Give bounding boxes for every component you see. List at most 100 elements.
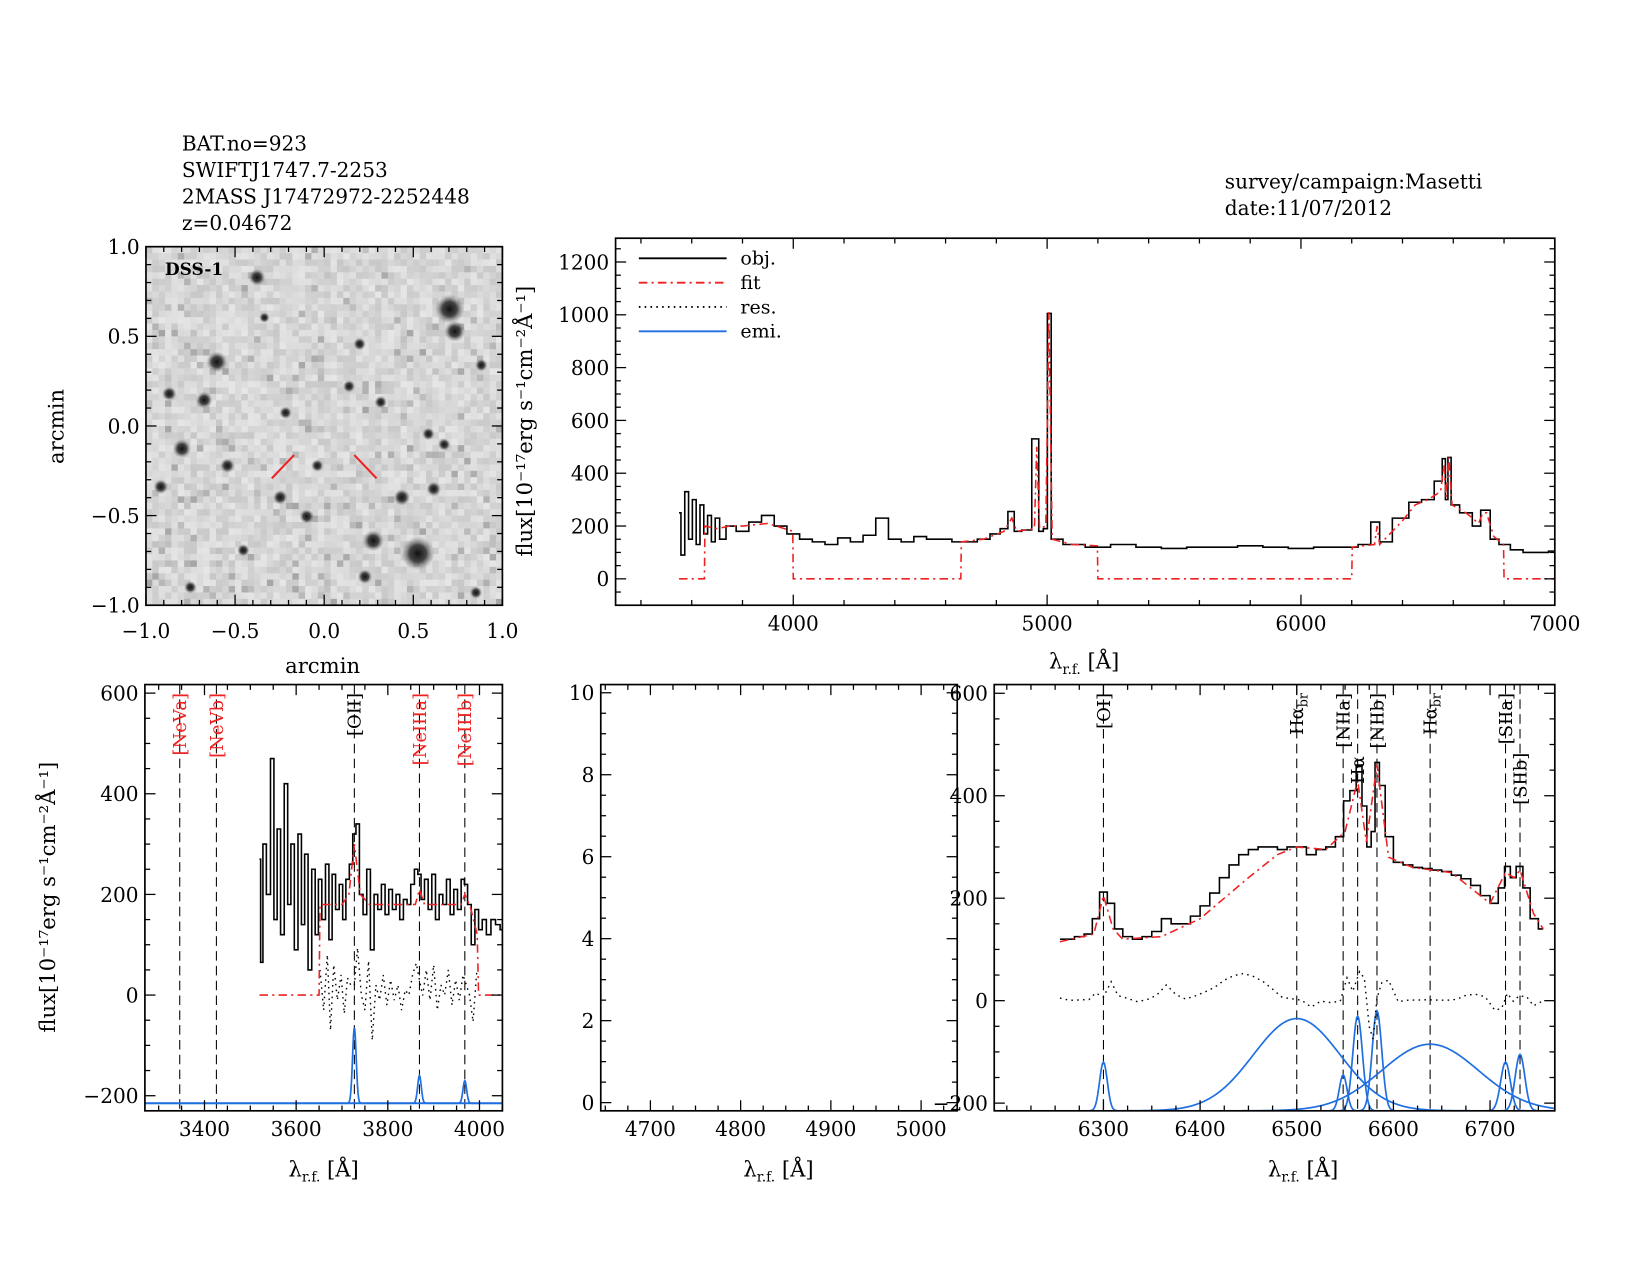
image-pixel xyxy=(152,432,160,440)
image-pixel xyxy=(387,355,395,363)
image-pixel xyxy=(426,285,433,293)
image-pixel xyxy=(273,253,281,261)
image-pixel xyxy=(432,400,440,408)
image-pixel xyxy=(196,246,204,254)
image-pixel xyxy=(381,406,389,414)
image-pixel xyxy=(247,336,255,344)
image-pixel xyxy=(285,566,293,574)
image-pixel xyxy=(483,464,491,472)
image-pixel xyxy=(464,489,472,497)
image-pixel xyxy=(158,336,166,344)
image-pixel xyxy=(298,323,306,331)
image-pixel xyxy=(235,361,242,369)
image-pixel xyxy=(394,393,402,401)
image-pixel xyxy=(336,317,344,325)
image-pixel xyxy=(247,349,255,357)
image-pixel xyxy=(349,355,357,363)
image-pixel xyxy=(209,509,217,517)
image-pixel xyxy=(343,579,351,587)
image-pixel xyxy=(305,579,312,587)
image-pixel xyxy=(362,457,370,465)
image-pixel xyxy=(438,457,446,465)
image-pixel xyxy=(305,451,312,459)
image-pixel xyxy=(317,381,325,389)
image-pixel xyxy=(285,586,293,593)
image-pixel xyxy=(203,374,211,382)
image-pixel xyxy=(292,317,300,325)
image-pixel xyxy=(419,457,427,465)
image-pixel xyxy=(305,432,312,440)
image-pixel xyxy=(432,272,440,280)
image-pixel xyxy=(247,387,255,395)
image-pixel xyxy=(406,566,414,574)
image-pixel xyxy=(451,554,459,561)
image-pixel xyxy=(298,483,306,491)
image-pixel xyxy=(203,528,211,536)
image-pixel xyxy=(483,477,491,485)
image-pixel xyxy=(451,522,459,529)
image-pixel xyxy=(247,502,255,510)
image-pixel xyxy=(184,509,192,517)
image-pixel xyxy=(222,342,230,350)
line-label: [NeIIIb] xyxy=(455,693,476,766)
image-pixel xyxy=(292,560,300,568)
image-pixel xyxy=(457,515,465,523)
image-pixel xyxy=(247,342,255,350)
image-pixel xyxy=(406,528,414,536)
image-pixel xyxy=(228,246,236,254)
image-pixel xyxy=(171,560,179,568)
image-pixel xyxy=(489,253,497,261)
image-pixel xyxy=(381,368,389,376)
image-pixel xyxy=(171,509,179,517)
image-pixel xyxy=(400,342,408,350)
image-pixel xyxy=(400,515,408,523)
image-pixel xyxy=(247,573,255,581)
image-pixel xyxy=(489,515,497,523)
image-pixel xyxy=(483,272,491,280)
image-pixel xyxy=(343,349,351,357)
image-pixel xyxy=(145,470,153,478)
image-pixel xyxy=(203,336,211,344)
image-pixel xyxy=(349,278,357,286)
image-pixel xyxy=(324,291,332,299)
image-pixel xyxy=(158,374,166,382)
image-pixel xyxy=(406,509,414,517)
image-pixel xyxy=(279,579,287,587)
image-pixel xyxy=(158,272,166,280)
image-pixel xyxy=(464,329,472,337)
image-pixel xyxy=(381,586,389,593)
image-pixel xyxy=(483,541,491,549)
image-pixel xyxy=(152,368,160,376)
image-pixel xyxy=(451,285,459,293)
image-pixel xyxy=(254,432,262,440)
image-pixel xyxy=(317,477,325,485)
image-pixel xyxy=(349,445,357,453)
image-pixel xyxy=(496,464,503,472)
image-pixel xyxy=(311,451,319,459)
image-pixel xyxy=(292,425,300,433)
image-pixel xyxy=(432,528,440,536)
image-pixel xyxy=(222,432,230,440)
image-pixel xyxy=(279,566,287,574)
image-pixel xyxy=(457,406,465,414)
image-pixel xyxy=(432,323,440,331)
image-pixel xyxy=(413,374,421,382)
image-pixel xyxy=(228,432,236,440)
image-pixel xyxy=(336,598,344,606)
image-pixel xyxy=(145,406,153,414)
image-pixel xyxy=(228,336,236,344)
image-pixel xyxy=(394,374,402,382)
image-pixel xyxy=(362,432,370,440)
image-pixel xyxy=(215,528,223,536)
image-pixel xyxy=(215,573,223,581)
image-pixel xyxy=(445,534,453,542)
image-pixel xyxy=(349,265,357,273)
image-pixel xyxy=(438,566,446,574)
image-pixel xyxy=(387,573,395,581)
image-pixel xyxy=(470,470,478,478)
image-pixel xyxy=(305,336,312,344)
image-pixel xyxy=(190,310,198,318)
image-pixel xyxy=(470,381,478,389)
image-pixel xyxy=(190,253,198,261)
image-pixel xyxy=(152,406,160,414)
